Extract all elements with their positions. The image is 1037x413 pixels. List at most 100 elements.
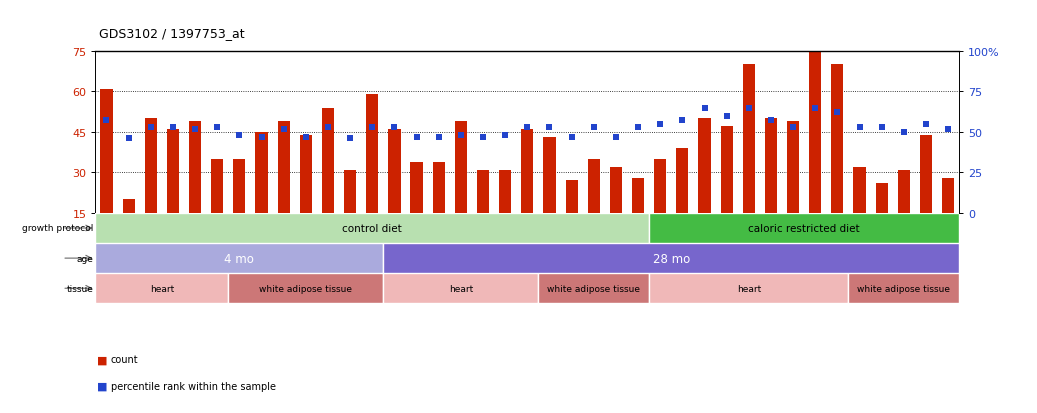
Bar xyxy=(95,273,228,304)
Text: 28 mo: 28 mo xyxy=(652,252,690,265)
Text: count: count xyxy=(111,354,139,364)
Bar xyxy=(848,273,959,304)
Point xyxy=(586,124,602,131)
Point xyxy=(762,118,779,124)
Bar xyxy=(610,168,622,214)
Bar xyxy=(167,130,179,214)
Text: GDS3102 / 1397753_at: GDS3102 / 1397753_at xyxy=(99,27,244,40)
Bar xyxy=(588,159,599,214)
Point xyxy=(497,133,513,139)
Text: white adipose tissue: white adipose tissue xyxy=(858,284,950,293)
Bar xyxy=(366,95,379,214)
Bar xyxy=(477,170,489,214)
Point xyxy=(99,118,115,124)
Bar xyxy=(721,127,733,214)
Text: heart: heart xyxy=(736,284,761,293)
Bar xyxy=(649,214,959,243)
Point xyxy=(807,105,823,112)
Point xyxy=(386,124,402,131)
Text: caloric restricted diet: caloric restricted diet xyxy=(749,223,860,233)
Bar xyxy=(676,149,689,214)
Point xyxy=(319,124,336,131)
Bar xyxy=(654,159,667,214)
Point xyxy=(940,126,956,133)
Bar xyxy=(122,200,135,214)
Bar xyxy=(255,133,268,214)
Bar xyxy=(898,170,909,214)
Text: heart: heart xyxy=(449,284,473,293)
Text: age: age xyxy=(77,254,93,263)
Point xyxy=(918,121,934,128)
Bar xyxy=(920,135,932,214)
Bar xyxy=(942,178,954,214)
Point xyxy=(475,134,492,141)
Bar xyxy=(499,170,511,214)
Bar xyxy=(565,181,578,214)
Text: white adipose tissue: white adipose tissue xyxy=(548,284,640,293)
Point xyxy=(518,124,535,131)
Bar xyxy=(538,273,649,304)
Bar xyxy=(787,122,800,214)
Bar xyxy=(384,243,959,273)
Bar xyxy=(649,273,848,304)
Bar xyxy=(875,184,888,214)
Text: ■: ■ xyxy=(97,354,108,364)
Bar xyxy=(321,108,334,214)
Bar xyxy=(809,33,821,214)
Bar xyxy=(543,138,556,214)
Point xyxy=(896,129,913,136)
Point xyxy=(231,133,248,139)
Bar xyxy=(95,243,384,273)
Bar xyxy=(145,119,157,214)
Bar xyxy=(278,122,289,214)
Point xyxy=(276,126,292,133)
Text: tissue: tissue xyxy=(66,284,93,293)
Point xyxy=(409,134,425,141)
Point xyxy=(740,105,757,112)
Text: ■: ■ xyxy=(97,381,108,391)
Point xyxy=(120,136,137,142)
Bar xyxy=(411,162,423,214)
Bar xyxy=(212,159,223,214)
Bar xyxy=(432,162,445,214)
Bar xyxy=(189,122,201,214)
Point xyxy=(253,134,270,141)
Point xyxy=(629,124,646,131)
Bar xyxy=(233,159,246,214)
Point xyxy=(873,124,890,131)
Point xyxy=(696,105,712,112)
Point xyxy=(830,110,846,116)
Bar xyxy=(300,135,312,214)
Point xyxy=(364,124,381,131)
Bar xyxy=(344,170,357,214)
Bar xyxy=(95,214,649,243)
Text: growth protocol: growth protocol xyxy=(22,224,93,233)
Bar xyxy=(388,130,400,214)
Bar xyxy=(853,168,866,214)
Point xyxy=(298,134,314,141)
Bar xyxy=(632,178,644,214)
Point xyxy=(187,126,203,133)
Point xyxy=(652,121,669,128)
Text: 4 mo: 4 mo xyxy=(224,252,254,265)
Bar xyxy=(742,65,755,214)
Text: control diet: control diet xyxy=(342,223,402,233)
Point xyxy=(541,124,558,131)
Bar xyxy=(522,130,533,214)
Text: heart: heart xyxy=(149,284,174,293)
Bar xyxy=(698,119,710,214)
Bar xyxy=(384,273,538,304)
Point xyxy=(719,113,735,120)
Point xyxy=(674,118,691,124)
Point xyxy=(563,134,580,141)
Point xyxy=(430,134,447,141)
Bar xyxy=(101,89,113,214)
Bar xyxy=(228,273,384,304)
Point xyxy=(851,124,868,131)
Bar xyxy=(765,119,777,214)
Bar xyxy=(455,122,467,214)
Point xyxy=(142,124,159,131)
Point xyxy=(165,124,181,131)
Bar xyxy=(832,65,843,214)
Point xyxy=(342,136,359,142)
